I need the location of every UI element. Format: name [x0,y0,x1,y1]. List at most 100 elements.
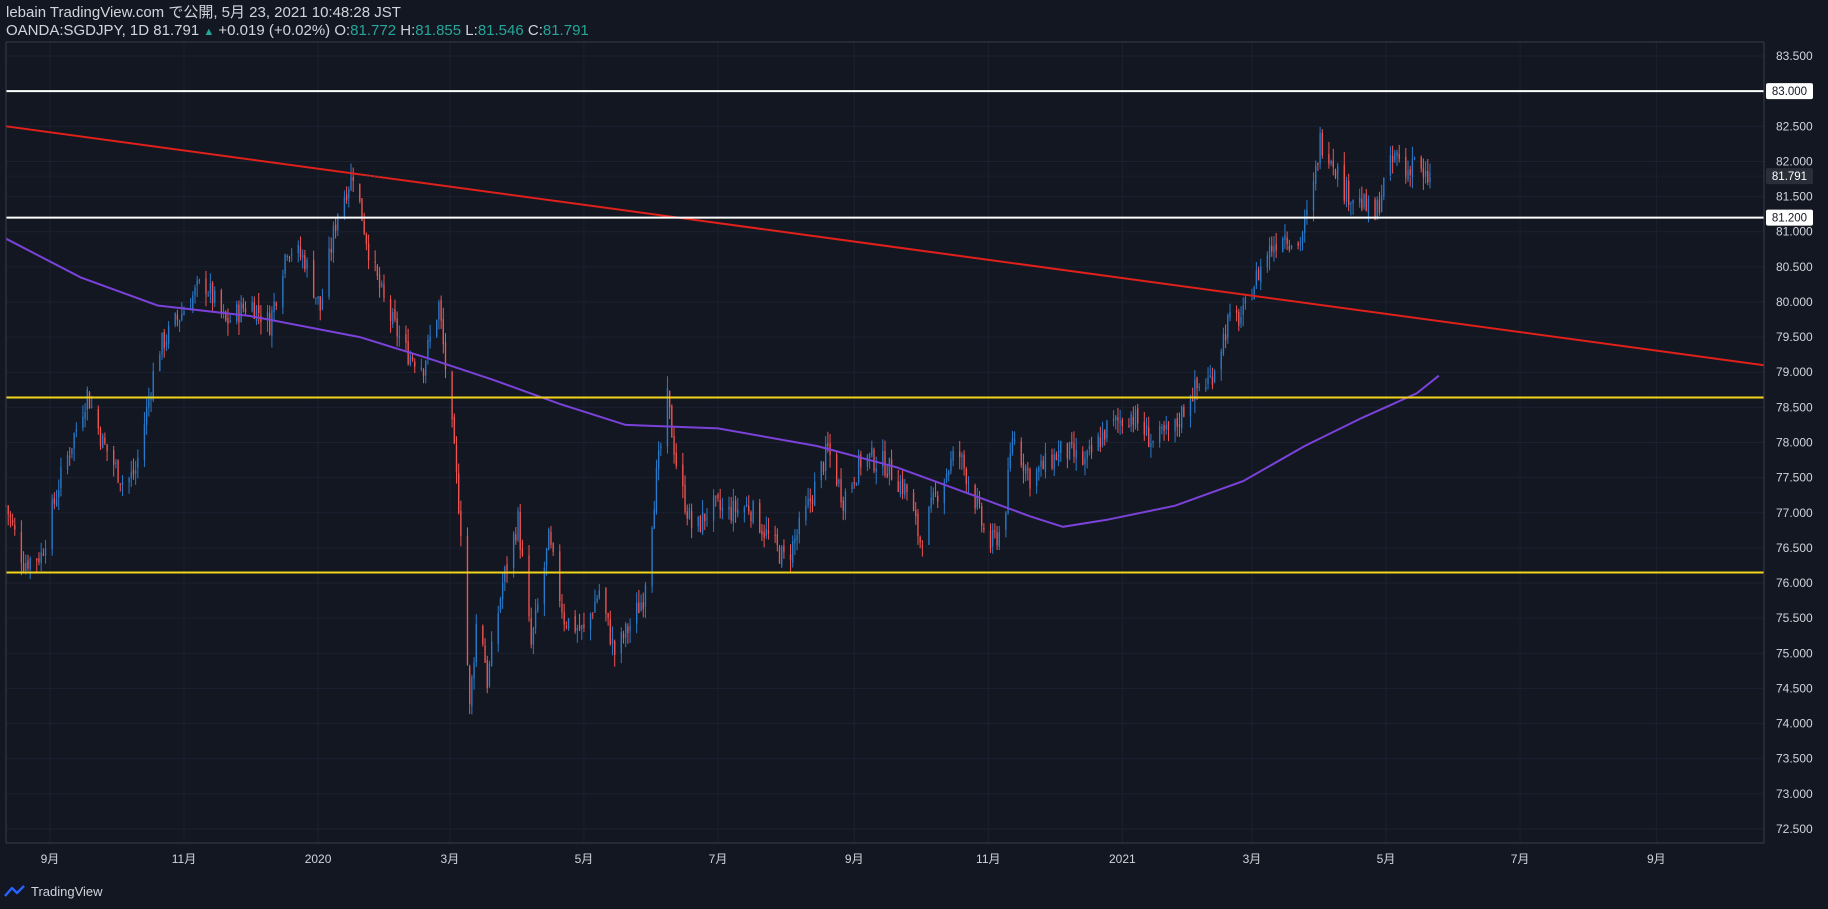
candle-body [1361,199,1363,210]
candle-body [409,355,412,365]
tradingview-logo-icon [4,885,25,897]
candle-body [1427,170,1429,183]
candles [5,127,1431,715]
candle-body [1299,243,1302,245]
last-price: 81.791 [153,22,200,39]
price-tick-label: 74.000 [1776,717,1813,731]
candle-body [611,638,614,645]
price-tick-label: 81.000 [1776,225,1813,239]
candle-body [550,531,552,545]
candle-body [912,492,915,512]
candle-body [684,484,686,512]
symbol-label[interactable]: OANDA:SGDJPY, 1D [6,22,150,39]
time-tick-label: 9月 [41,852,60,866]
candle-body [106,444,108,452]
candle-body [937,495,939,502]
candle-body [244,308,247,313]
candle-body [1029,468,1031,489]
candle-body [666,388,669,447]
candle-body [1330,160,1332,164]
price-tick-label: 75.000 [1776,646,1813,660]
candle-body [134,470,137,474]
candle-body [1301,232,1304,243]
footer: TradingView [4,880,103,902]
up-arrow-icon: ▲ [203,26,215,38]
candle-body [625,623,627,638]
candle-body [1424,171,1427,177]
candle-body [732,500,735,523]
publish-info: lebain TradingView.com で公開, 5月 23, 2021 … [6,4,401,21]
candle-body [1253,287,1255,300]
candle-body [734,500,737,513]
candle-body [1411,159,1414,178]
candle-body [1084,458,1086,465]
candle-body [229,320,231,323]
candle-body [1304,216,1306,233]
candle-body [1066,443,1069,459]
drawn-lines [5,90,1765,574]
candle-body [181,313,183,320]
candle-body [853,482,855,484]
candle-body [374,261,376,263]
candle-body [328,248,330,297]
candle-body [1358,197,1361,203]
chart-header: lebain TradingView.com で公開, 5月 23, 2021 … [6,4,589,40]
candle-body [297,244,299,253]
candle-body [1275,243,1277,251]
candle-body [501,582,504,600]
candle-body [427,339,429,359]
time-tick-label: 7月 [1511,852,1530,866]
candle-body [381,283,383,286]
candle-body [466,535,469,665]
candle-body [475,623,477,663]
candle-body [605,588,607,614]
price-chart[interactable]: 72.500 73.000 73.500 74.000 74.500 75.000 75.5… [0,0,1828,878]
candle-body [1167,422,1170,431]
candle-body [1194,379,1196,401]
price-tick-label: 80.500 [1776,260,1813,274]
candle-body [1315,165,1317,184]
candle-body [745,504,748,507]
candle-body [1235,310,1238,313]
candle-body [290,253,293,256]
candle-body [317,296,319,299]
price-tick-label: 73.000 [1776,787,1813,801]
brand-label[interactable]: TradingView [31,883,103,899]
candle-body [1352,200,1354,204]
candle-body [576,628,579,631]
candle-body [429,336,431,342]
price-tick-label: 80.000 [1776,295,1813,309]
candle-body [1405,156,1407,178]
candle-body [783,545,785,553]
candle-body [792,541,794,563]
candle-body [345,194,348,201]
legend-row: OANDA:SGDJPY, 1D 81.791 ▲ +0.019 (+0.02%… [6,22,589,40]
candle-body [811,499,814,505]
candle-body [1244,297,1247,304]
candle-body [504,566,506,582]
candle-body [967,483,970,485]
candle-body [627,626,629,633]
candle-body [1121,419,1124,427]
candle-body [701,511,704,534]
candle-body [653,509,655,529]
candle-body [225,311,227,321]
candle-body [1013,439,1016,441]
candle-body [299,246,302,258]
candle-body [640,602,642,611]
candle-body [282,275,284,308]
candle-body [1163,424,1165,432]
candle-body [286,256,288,258]
candle-body [620,632,622,654]
candle-body [915,509,917,517]
candle-body [1137,408,1139,424]
candle-body [1413,157,1416,159]
candle-body [1260,266,1262,283]
candle-body [728,506,730,510]
candle-body [875,468,877,473]
candle-body [921,545,924,547]
time-tick-label: 9月 [845,852,864,866]
candle-body [422,369,425,376]
candle-body [598,590,601,598]
candle-body [978,496,981,504]
